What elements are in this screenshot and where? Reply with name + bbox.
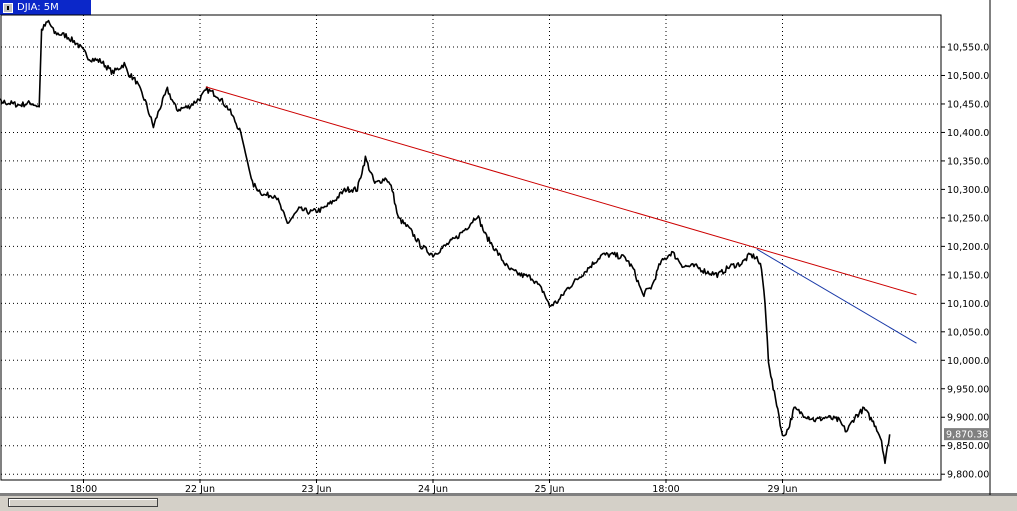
y-tick-label: 10,450.0 <box>947 99 989 110</box>
blue-trendline[interactable] <box>756 248 917 344</box>
price-chart: 10,550.0 10,500.0 10,450.0 10,400.0 10,350.0… <box>0 0 1017 495</box>
last-value-box <box>944 428 990 441</box>
scrollbar-thumb[interactable] <box>8 498 158 507</box>
y-tick-label: 10,350.0 <box>947 156 989 167</box>
y-tick-label: 9,850.00 <box>947 441 989 452</box>
y-tick-label: 10,150.0 <box>947 270 989 281</box>
x-tick-label: 22 Jun <box>185 484 215 495</box>
y-tick-label: 10,250.0 <box>947 213 989 224</box>
chart-title-tab[interactable]: DJIA: 5M <box>0 0 91 15</box>
y-tick-label: 10,100.0 <box>947 299 989 310</box>
price-series-line <box>0 19 891 465</box>
plot-area <box>0 14 942 481</box>
x-tick-label: 25 Jun <box>535 484 565 495</box>
y-tick-label: 9,900.00 <box>947 413 989 424</box>
y-tick-label: 9,800.00 <box>947 470 989 481</box>
y-tick-label: 10,300.0 <box>947 185 989 196</box>
x-tick-label: 23 Jun <box>302 484 332 495</box>
y-tick-label: 10,200.0 <box>947 242 989 253</box>
x-tick-label: 29 Jun <box>768 484 798 495</box>
window-menu-icon[interactable] <box>3 2 13 13</box>
y-tick-label: 9,950.00 <box>947 384 989 395</box>
chart-title: DJIA: 5M <box>17 2 59 13</box>
y-tick-label: 10,050.0 <box>947 327 989 338</box>
x-tick-label: 24 Jun <box>418 484 448 495</box>
red-trendline[interactable] <box>205 86 917 296</box>
y-tick-label: 10,500.0 <box>947 71 989 82</box>
x-tick-label: 18:00 <box>652 484 679 495</box>
y-tick-label: 10,400.0 <box>947 128 989 139</box>
last-value-label: 9,870.38 <box>946 430 988 441</box>
horizontal-scrollbar[interactable] <box>0 495 1017 511</box>
y-tick-label: 10,550.0 <box>947 43 989 54</box>
y-tick-label: 10,000.0 <box>947 356 989 367</box>
x-tick-label: 18:00 <box>70 484 97 495</box>
